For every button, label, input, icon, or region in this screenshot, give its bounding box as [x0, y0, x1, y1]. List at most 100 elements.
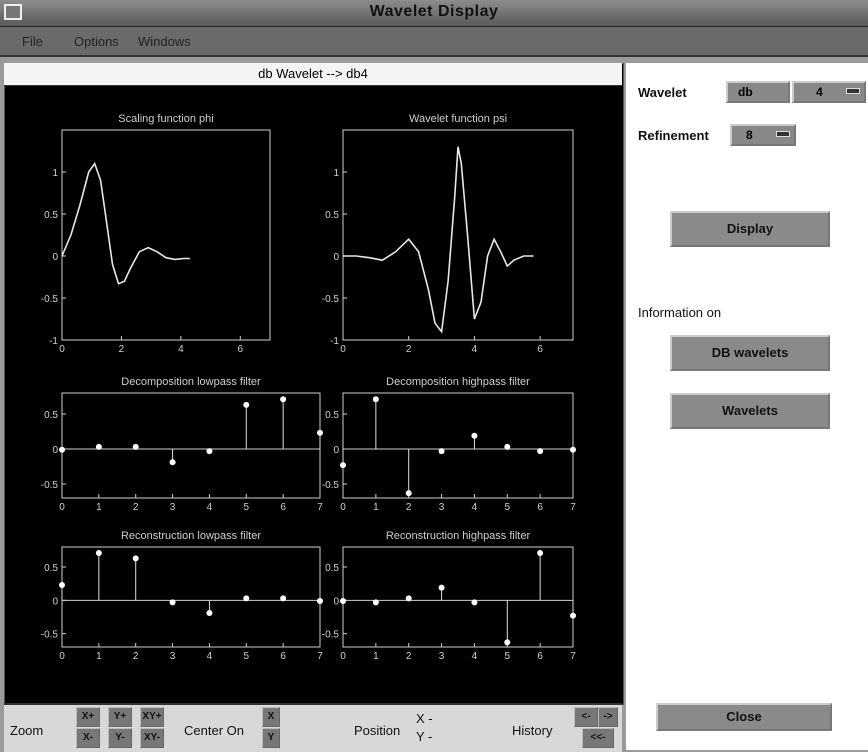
- scaling-function-phi-title: Scaling function phi: [118, 113, 213, 125]
- y-tick-label: 0.5: [325, 563, 339, 574]
- y-tick-label: 0: [52, 596, 58, 607]
- dropdown-arrow-icon: [776, 131, 790, 137]
- x-tick-label: 6: [537, 502, 543, 513]
- wavelet-function-psi-title: Wavelet function psi: [409, 113, 507, 125]
- y-tick-label: 0: [333, 596, 339, 607]
- stem-point: [317, 430, 323, 436]
- reconstruction-lowpass-plot: Reconstruction lowpass filter 0 1 2 3 4 5 6 7 -0.…: [62, 547, 320, 647]
- wavelet-function-plot: Wavelet function psi0 2 4 6-1-0.500.51: [343, 130, 573, 340]
- dropdown-arrow-icon: [846, 88, 860, 94]
- x-tick-label: 3: [439, 651, 445, 662]
- x-tick-label: 6: [537, 651, 543, 662]
- zoom-y-out-button[interactable]: Y-: [108, 728, 132, 748]
- zoom-xy-out-button[interactable]: XY-: [140, 728, 164, 748]
- menu-options[interactable]: Options: [74, 34, 119, 49]
- menu-windows[interactable]: Windows: [138, 34, 191, 49]
- x-tick-label: 2: [133, 651, 139, 662]
- x-tick-label: 5: [505, 502, 511, 513]
- stem-point: [504, 444, 510, 450]
- decomposition-lowpass-plot: Decomposition lowpass filter 0 1 2 3 4 5 6 7 -0.5…: [62, 393, 320, 498]
- stem-point: [170, 599, 176, 605]
- refinement-value: 8: [746, 128, 753, 142]
- refinement-select[interactable]: 8: [730, 124, 796, 146]
- y-tick-label: 1: [52, 168, 58, 179]
- x-tick-label: 4: [472, 502, 478, 513]
- wavelet-family-value: db: [738, 85, 753, 99]
- close-button[interactable]: Close: [656, 703, 832, 731]
- stem-point: [59, 447, 65, 453]
- center-y-button[interactable]: Y: [262, 728, 280, 748]
- y-tick-label: -1: [330, 336, 339, 347]
- zoom-y-in-button[interactable]: Y+: [108, 707, 132, 727]
- wavelet-order-select[interactable]: 4: [792, 81, 866, 103]
- display-button[interactable]: Display: [670, 211, 830, 247]
- y-tick-label: -0.5: [41, 480, 59, 491]
- x-tick-label: 1: [96, 502, 102, 513]
- x-tick-label: 4: [178, 344, 184, 355]
- x-tick-label: 7: [570, 502, 576, 513]
- y-tick-label: 0: [333, 252, 339, 263]
- stem-point: [406, 595, 412, 601]
- menu-file[interactable]: File: [22, 34, 43, 49]
- y-tick-label: -0.5: [41, 294, 59, 305]
- x-tick-label: 7: [570, 651, 576, 662]
- x-tick-label: 6: [280, 502, 286, 513]
- y-tick-label: -0.5: [322, 480, 340, 491]
- x-tick-label: 0: [340, 502, 346, 513]
- axes-frame: [62, 130, 270, 340]
- history-back-button[interactable]: <-: [574, 707, 598, 727]
- zoom-x-in-button[interactable]: X+: [76, 707, 100, 727]
- history-label: History: [512, 723, 552, 738]
- center-x-button[interactable]: X: [262, 707, 280, 727]
- position-label: Position: [354, 723, 400, 738]
- x-tick-label: 2: [406, 651, 412, 662]
- axes-frame: [343, 547, 573, 647]
- stem-point: [206, 448, 212, 454]
- y-tick-label: -1: [49, 336, 58, 347]
- close-area: Close: [626, 703, 868, 750]
- zoom-label: Zoom: [10, 723, 43, 738]
- stem-point: [504, 639, 510, 645]
- wavelet-function-psi-curve: [343, 147, 534, 332]
- wavelets-info-button[interactable]: Wavelets: [670, 393, 830, 429]
- y-tick-label: 0: [52, 252, 58, 263]
- y-tick-label: 0.5: [44, 210, 58, 221]
- bottom-toolbar: Zoom X+ Y+ XY+ X- Y- XY- Center On X Y P…: [4, 703, 622, 752]
- db-wavelets-button[interactable]: DB wavelets: [670, 335, 830, 371]
- stem-point: [570, 447, 576, 453]
- control-panel: Wavelet db 4 Refinement 8 Display Inform…: [626, 63, 868, 703]
- stem-point: [59, 582, 65, 588]
- y-tick-label: 0.5: [44, 563, 58, 574]
- x-tick-label: 7: [317, 651, 323, 662]
- stem-point: [340, 462, 346, 468]
- history-forward-button[interactable]: ->: [598, 707, 618, 727]
- center-on-label: Center On: [184, 723, 244, 738]
- zoom-xy-in-button[interactable]: XY+: [140, 707, 164, 727]
- stem-point: [133, 444, 139, 450]
- stem-point: [439, 448, 445, 454]
- decomposition-lowpass-filter-title: Decomposition lowpass filter: [121, 376, 261, 388]
- history-first-button[interactable]: <<-: [582, 728, 614, 748]
- x-tick-label: 1: [373, 651, 379, 662]
- reconstruction-highpass-plot: Reconstruction highpass filter 0 1 2 3 4 5 6 7 -0…: [343, 547, 573, 647]
- x-tick-label: 5: [244, 651, 250, 662]
- stem-point: [471, 599, 477, 605]
- x-tick-label: 6: [537, 344, 543, 355]
- information-label: Information on: [638, 305, 721, 320]
- stem-point: [206, 610, 212, 616]
- x-tick-label: 4: [472, 344, 478, 355]
- stem-point: [170, 459, 176, 465]
- reconstruction-lowpass-filter-title: Reconstruction lowpass filter: [121, 530, 261, 542]
- stem-point: [439, 585, 445, 591]
- stem-point: [133, 555, 139, 561]
- stem-point: [340, 598, 346, 604]
- menu-bar: File Options Windows: [0, 27, 868, 57]
- stem-point: [406, 490, 412, 496]
- stem-point: [243, 402, 249, 408]
- x-tick-label: 6: [238, 344, 244, 355]
- wavelet-family-select[interactable]: db: [726, 81, 790, 103]
- zoom-x-out-button[interactable]: X-: [76, 728, 100, 748]
- x-tick-label: 2: [119, 344, 125, 355]
- scaling-function-plot: Scaling function phi 0 2 4 6 -1 -0.5 0 0.5 1: [62, 130, 270, 340]
- x-tick-label: 4: [472, 651, 478, 662]
